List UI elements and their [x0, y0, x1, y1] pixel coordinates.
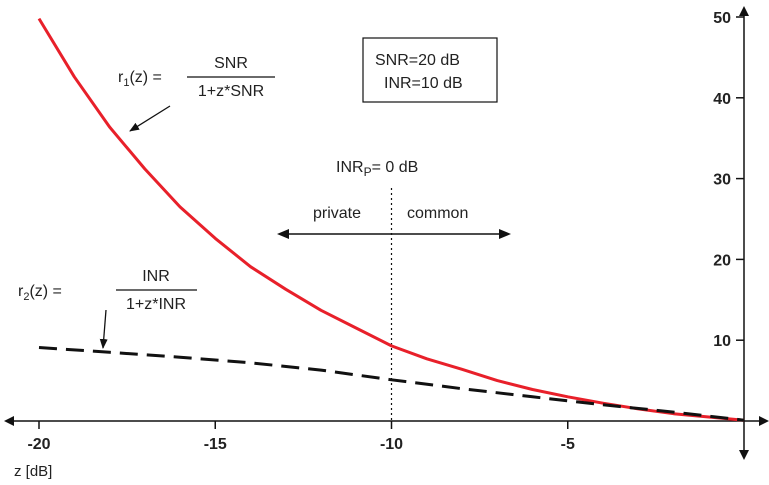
y-tick-label: 10 [713, 333, 731, 350]
private-label: private [313, 205, 361, 222]
r1-lhs: r1(z) = [118, 69, 162, 89]
r2-pointer [99, 309, 108, 349]
x-tick-label: -20 [27, 436, 50, 453]
x-axis-label: z [dB] [14, 463, 52, 480]
y-tick-label: 40 [713, 91, 731, 108]
r1-curve [37, 17, 745, 422]
r2-formula: r2(z) = INR 1+z*INR [18, 268, 197, 349]
r1-numerator: SNR [214, 55, 248, 72]
r2-lhs: r2(z) = [18, 283, 62, 303]
y-tick-label: 50 [713, 10, 731, 27]
y-axis [739, 6, 749, 460]
x-tick-label: -5 [561, 436, 575, 453]
common-label: common [407, 205, 468, 222]
x-axis-arrow-right [759, 416, 769, 426]
params-box-snr: SNR=20 dB [375, 52, 460, 69]
inrp-label-rest: = 0 dB [372, 159, 419, 176]
r1-pointer [129, 105, 171, 132]
inrp-label-main: INR [336, 159, 364, 176]
r1-denominator: 1+z*SNR [198, 83, 264, 100]
x-tick-label: -15 [204, 436, 227, 453]
r2-numerator: INR [142, 268, 170, 285]
params-box-frame [362, 37, 498, 103]
y-tick-label: 20 [713, 252, 731, 269]
r2-curve [38, 346, 745, 422]
y-axis-arrow-bottom [739, 450, 749, 460]
r1-arg: (z) = [129, 69, 161, 86]
params-box-inr: INR=10 dB [384, 75, 463, 92]
inrp-label: INRP= 0 dB [336, 159, 418, 179]
r1-name: r [118, 69, 124, 86]
params-box: SNR=20 dB INR=10 dB [362, 37, 498, 103]
private-arrowhead-icon [277, 229, 289, 239]
y-axis-arrow-top [739, 6, 749, 16]
r2-denominator: 1+z*INR [126, 296, 186, 313]
x-ticks: -20 -15 -10 -5 [27, 421, 575, 453]
r2-arg: (z) = [29, 283, 61, 300]
y-ticks: 10 20 30 40 50 [713, 10, 744, 350]
r2-name: r [18, 283, 24, 300]
series-layer [37, 17, 745, 422]
r2-sub: 2 [23, 291, 29, 303]
r1-sub: 1 [123, 77, 129, 89]
x-tick-label: -10 [380, 436, 403, 453]
r1-formula: r1(z) = SNR 1+z*SNR [118, 55, 275, 132]
x-axis [4, 416, 769, 426]
common-arrowhead-icon [499, 229, 511, 239]
y-tick-label: 30 [713, 172, 731, 189]
x-axis-arrow-left [4, 416, 14, 426]
inrp-label-sub: P [364, 165, 372, 179]
